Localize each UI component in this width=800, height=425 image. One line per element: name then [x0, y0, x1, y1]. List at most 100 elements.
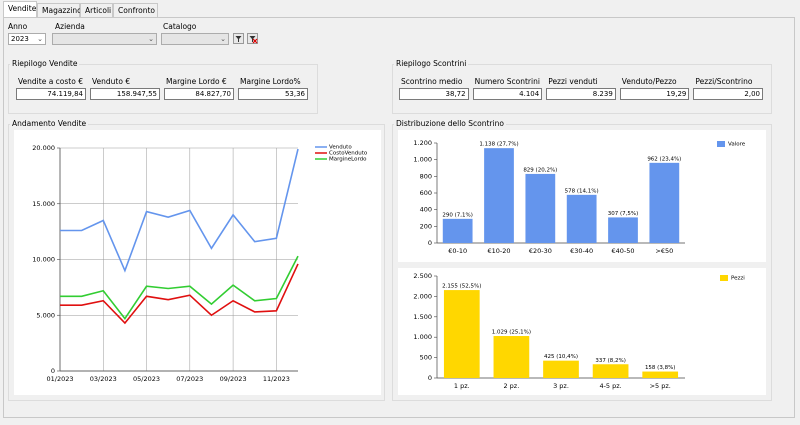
azienda-combo[interactable]: ⌄: [52, 33, 157, 45]
y-tick-label: 1.500: [413, 313, 432, 321]
clear-icon: [252, 38, 258, 44]
x-tick-label: €10-20: [487, 247, 510, 255]
field-label: Pezzi/Scontrino: [695, 77, 753, 86]
bar: [642, 371, 679, 378]
filter-label: Anno: [8, 22, 28, 31]
legend-swatch: [717, 141, 725, 147]
field-label: Vendite a costo €: [18, 77, 83, 86]
y-tick-label: 500: [420, 354, 432, 362]
y-tick-label: 5.000: [36, 311, 55, 319]
legend-swatch: [720, 275, 728, 281]
value-label: 2.155 (52,5%): [442, 284, 481, 290]
field-value[interactable]: 8.239: [546, 88, 616, 100]
value-label: 578 (14,1%): [565, 188, 599, 194]
x-tick-label: €20-30: [529, 247, 552, 255]
legend-label: Venduto: [329, 145, 352, 151]
field-value[interactable]: 4.104: [472, 88, 543, 100]
x-tick-label: >€50: [655, 247, 673, 255]
y-tick-label: 20.000: [32, 144, 55, 152]
x-tick-label: >5 pz.: [650, 382, 671, 390]
tab[interactable]: Magazzino: [37, 3, 82, 17]
x-tick-label: €30-40: [570, 247, 593, 255]
x-tick-label: 05/2023: [133, 375, 160, 383]
value-label: 829 (20,2%): [523, 167, 557, 173]
bar: [493, 336, 530, 378]
y-tick-label: 10.000: [32, 256, 55, 264]
bar: [525, 173, 556, 243]
group-title: Andamento Vendite: [10, 119, 89, 128]
field-label: Scontrino medio: [401, 77, 463, 86]
tab[interactable]: Vendite: [3, 1, 37, 18]
catalogo-combo[interactable]: ⌄: [161, 33, 229, 45]
filter-buttons: [233, 33, 258, 44]
value-label: 962 (23,4%): [647, 156, 681, 162]
series-line: [60, 148, 299, 273]
bar: [442, 218, 473, 243]
field-value[interactable]: 74.119,84: [16, 88, 86, 100]
y-tick-label: 2.000: [413, 292, 432, 300]
bar: [443, 290, 480, 378]
bar: [484, 148, 514, 243]
group-title: Distribuzione dello Scontrino: [394, 119, 506, 128]
field-label: Venduto/Pezzo: [621, 77, 677, 86]
bar: [608, 217, 638, 243]
x-tick-label: €40-50: [611, 247, 634, 255]
y-tick-label: 600: [420, 189, 432, 197]
field-label: Pezzi venduti: [548, 77, 598, 86]
group-box: [392, 124, 772, 401]
x-tick-label: 11/2023: [263, 375, 290, 383]
bar: [649, 162, 680, 243]
value-label: 1.029 (25,1%): [492, 330, 531, 336]
y-tick-label: 0: [428, 239, 432, 247]
field-label: Venduto €: [92, 77, 131, 86]
group-box: [8, 64, 318, 114]
field-label: Margine Lordo €: [166, 77, 227, 86]
bar: [543, 360, 579, 378]
anno-combo[interactable]: 2023 ⌄: [8, 33, 46, 45]
tab[interactable]: Articoli: [80, 3, 113, 17]
field-value[interactable]: 158.947,55: [90, 88, 160, 100]
x-tick-label: 4-5 pz.: [599, 382, 621, 390]
y-tick-label: 400: [420, 206, 432, 214]
field-value[interactable]: 19,29: [619, 88, 690, 100]
group-box: [8, 124, 385, 401]
group-box: [392, 64, 772, 114]
y-tick-label: 800: [420, 172, 432, 180]
bar: [566, 194, 597, 243]
legend-label: Pezzi: [731, 276, 745, 282]
value-label: 1.138 (27,7%): [479, 142, 518, 148]
x-tick-label: 3 pz.: [553, 382, 569, 390]
chart-area: [14, 130, 381, 395]
field-label: Numero Scontrini: [474, 77, 540, 86]
y-tick-label: 0: [428, 374, 432, 382]
filter-label: Azienda: [55, 22, 85, 31]
y-tick-label: 200: [420, 222, 432, 230]
field-value[interactable]: 84.827,70: [164, 88, 234, 100]
legend-label: CostoVenduto: [329, 151, 368, 157]
legend-label: MargineLordo: [329, 157, 367, 163]
x-tick-label: 07/2023: [176, 375, 203, 383]
value-label: 158 (3,8%): [645, 365, 676, 371]
filter-icon: [235, 36, 242, 42]
y-tick-label: 1.200: [413, 139, 432, 147]
combo-value: 2023: [11, 35, 29, 43]
x-tick-label: €0-10: [448, 247, 467, 255]
y-tick-label: 2.500: [413, 272, 432, 280]
filter-label: Catalogo: [163, 22, 197, 31]
x-tick-label: 1 pz.: [454, 382, 470, 390]
group-title: Riepilogo Vendite: [10, 59, 80, 68]
value-label: 337 (8,2%): [595, 358, 626, 364]
bar: [592, 364, 629, 378]
x-tick-label: 03/2023: [90, 375, 117, 383]
field-value[interactable]: 53,36: [238, 88, 308, 100]
x-tick-label: 09/2023: [220, 375, 247, 383]
x-tick-label: 01/2023: [46, 375, 73, 383]
field-label: Margine Lordo%: [240, 77, 301, 86]
field-value[interactable]: 2,00: [693, 88, 763, 100]
series-line: [60, 263, 299, 325]
field-value[interactable]: 38,72: [399, 88, 469, 100]
series-line: [60, 255, 299, 320]
legend-label: Valore: [728, 142, 746, 148]
